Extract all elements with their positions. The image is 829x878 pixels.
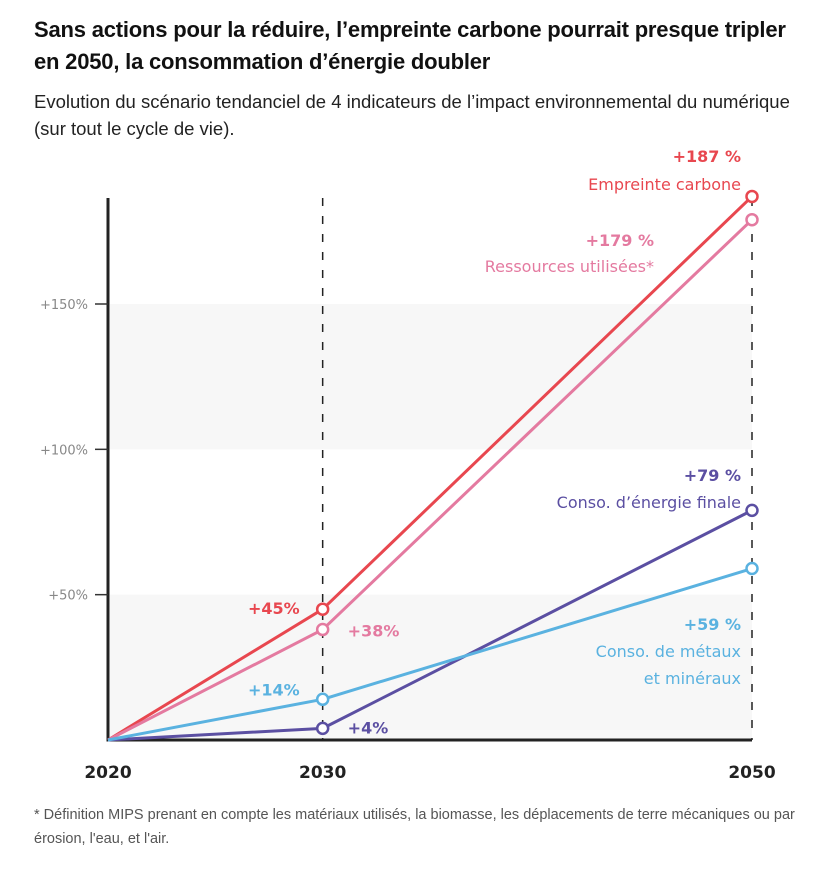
series-name-label: Empreinte carbone (588, 175, 741, 194)
y-tick-label: +100% (40, 443, 88, 458)
point-label-2030: +45% (248, 599, 300, 618)
point-label-2030: +38% (348, 622, 400, 641)
data-point (745, 212, 759, 227)
x-tick-label: 2020 (84, 763, 131, 783)
data-point (315, 721, 330, 736)
data-point (315, 602, 330, 616)
x-tick-label: 2050 (728, 763, 775, 783)
x-tick-label: 2030 (299, 763, 346, 783)
grid-band (110, 304, 752, 450)
point-label-2050: +179 % (586, 231, 654, 250)
point-label-2050: +79 % (684, 466, 741, 485)
point-label-2030: +4% (348, 718, 389, 737)
data-point (745, 189, 759, 204)
series-name-label: Ressources utilisées* (485, 257, 654, 276)
data-point (745, 561, 759, 576)
point-label-2050: +187 % (673, 147, 741, 166)
chart-subtitle: Evolution du scénario tendanciel de 4 in… (34, 91, 790, 139)
point-label-2030: +14% (248, 680, 300, 699)
series-name-label: et minéraux (644, 669, 741, 688)
series-name-label: Conso. de métaux (596, 642, 741, 661)
point-label-2050: +59 % (684, 615, 741, 634)
y-tick-label: +150% (40, 298, 88, 313)
data-point (315, 622, 330, 637)
data-point (745, 503, 759, 518)
y-tick-label: +50% (48, 589, 88, 604)
series-name-label: Conso. d’énergie finale (557, 493, 741, 512)
data-point (315, 692, 330, 707)
footnote: * Définition MIPS prenant en compte les … (34, 807, 795, 847)
chart-title: Sans actions pour la réduire, l’empreint… (34, 17, 786, 74)
